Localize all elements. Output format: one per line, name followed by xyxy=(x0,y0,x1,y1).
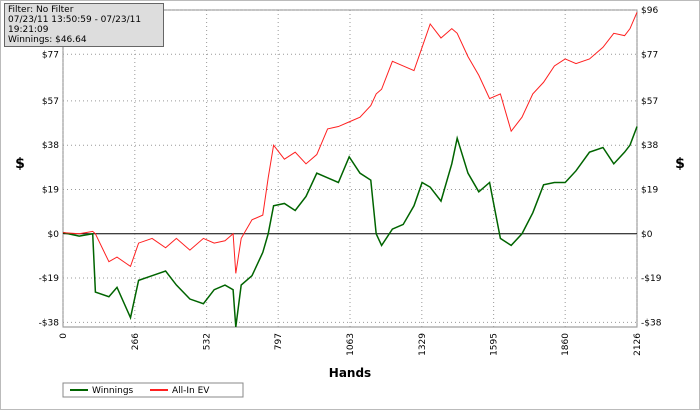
x-tick-label: 797 xyxy=(274,333,284,350)
x-tick-label: 0 xyxy=(59,333,69,339)
y-tick-label: $0 xyxy=(48,230,60,240)
x-tick-label: 266 xyxy=(131,333,141,350)
y2-tick-label: -$38 xyxy=(641,318,662,328)
x-axis-label: Hands xyxy=(329,366,371,380)
x-tick-label: 1860 xyxy=(561,333,571,356)
y2-tick-label: $57 xyxy=(641,97,658,107)
y-tick-label: -$19 xyxy=(39,274,60,284)
y-tick-label: $38 xyxy=(42,141,59,151)
y2-tick-label: $96 xyxy=(641,6,658,16)
info-box: Filter: No Filter 07/23/11 13:50:59 - 07… xyxy=(4,3,164,47)
x-tick-label: 1329 xyxy=(418,333,428,356)
x-tick-label: 2126 xyxy=(633,333,643,356)
y2-tick-label: $77 xyxy=(641,50,658,60)
info-range: 07/23/11 13:50:59 - 07/23/11 19:21:09 xyxy=(8,15,142,35)
y-tick-label: $77 xyxy=(42,50,59,60)
series-line xyxy=(62,12,638,274)
series-line xyxy=(62,126,638,328)
plot-area xyxy=(62,9,638,328)
legend-label: Winnings xyxy=(92,386,134,396)
y-tick-label: -$38 xyxy=(39,318,60,328)
y2-tick-label: -$19 xyxy=(641,274,662,284)
y-tick-label: $19 xyxy=(42,185,59,195)
y2-tick-label: $19 xyxy=(641,185,658,195)
info-winnings: Winnings: $46.64 xyxy=(8,35,87,45)
info-filter: Filter: No Filter xyxy=(8,5,74,15)
y2-tick-label: $38 xyxy=(641,141,658,151)
y-axis-label: $ xyxy=(15,156,25,172)
y-tick-label: $57 xyxy=(42,97,59,107)
y2-tick-label: $0 xyxy=(641,230,653,240)
x-tick-label: 1595 xyxy=(490,333,500,356)
x-tick-label: 532 xyxy=(203,333,213,350)
legend-label: All-In EV xyxy=(172,386,210,396)
y2-axis-label: $ xyxy=(675,156,685,172)
x-tick-label: 1063 xyxy=(346,333,356,356)
